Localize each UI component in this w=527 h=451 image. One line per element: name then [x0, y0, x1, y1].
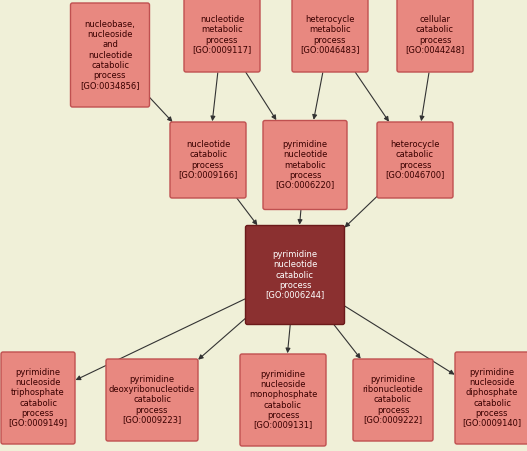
Text: pyrimidine
ribonucleotide
catabolic
process
[GO:0009222]: pyrimidine ribonucleotide catabolic proc… [363, 375, 423, 424]
FancyBboxPatch shape [377, 122, 453, 198]
Text: pyrimidine
nucleoside
monophosphate
catabolic
process
[GO:0009131]: pyrimidine nucleoside monophosphate cata… [249, 370, 317, 430]
FancyBboxPatch shape [263, 120, 347, 210]
Text: pyrimidine
deoxyribonucleotide
catabolic
process
[GO:0009223]: pyrimidine deoxyribonucleotide catabolic… [109, 375, 195, 424]
Text: pyrimidine
nucleotide
metabolic
process
[GO:0006220]: pyrimidine nucleotide metabolic process … [276, 140, 335, 189]
FancyBboxPatch shape [292, 0, 368, 72]
FancyBboxPatch shape [106, 359, 198, 441]
FancyBboxPatch shape [1, 352, 75, 444]
Text: pyrimidine
nucleoside
triphosphate
catabolic
process
[GO:0009149]: pyrimidine nucleoside triphosphate catab… [8, 368, 67, 428]
Text: cellular
catabolic
process
[GO:0044248]: cellular catabolic process [GO:0044248] [405, 15, 465, 55]
Text: nucleobase,
nucleoside
and
nucleotide
catabolic
process
[GO:0034856]: nucleobase, nucleoside and nucleotide ca… [80, 20, 140, 90]
FancyBboxPatch shape [455, 352, 527, 444]
FancyBboxPatch shape [397, 0, 473, 72]
FancyBboxPatch shape [353, 359, 433, 441]
FancyBboxPatch shape [240, 354, 326, 446]
Text: nucleotide
metabolic
process
[GO:0009117]: nucleotide metabolic process [GO:0009117… [192, 15, 251, 55]
Text: pyrimidine
nucleoside
diphosphate
catabolic
process
[GO:0009140]: pyrimidine nucleoside diphosphate catabo… [462, 368, 522, 428]
FancyBboxPatch shape [184, 0, 260, 72]
FancyBboxPatch shape [170, 122, 246, 198]
Text: pyrimidine
nucleotide
catabolic
process
[GO:0006244]: pyrimidine nucleotide catabolic process … [266, 250, 325, 299]
FancyBboxPatch shape [71, 3, 150, 107]
Text: nucleotide
catabolic
process
[GO:0009166]: nucleotide catabolic process [GO:0009166… [178, 140, 238, 179]
Text: heterocycle
metabolic
process
[GO:0046483]: heterocycle metabolic process [GO:004648… [300, 15, 360, 55]
Text: heterocycle
catabolic
process
[GO:0046700]: heterocycle catabolic process [GO:004670… [385, 140, 445, 179]
FancyBboxPatch shape [246, 226, 345, 325]
